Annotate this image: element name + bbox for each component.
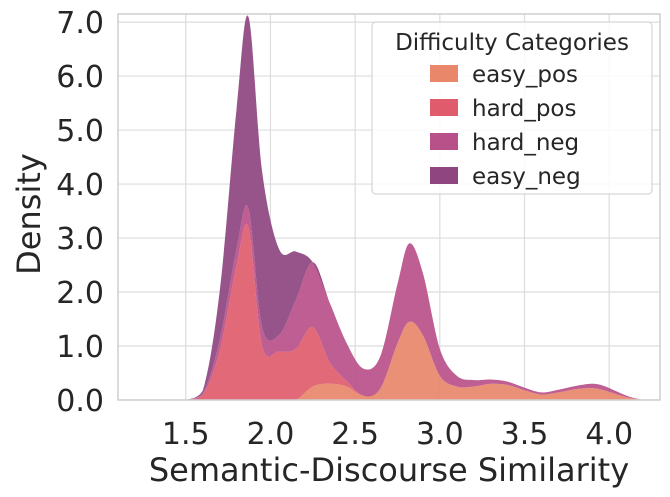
x-axis-ticks: 1.5 2.0 2.5 3.0 3.5 4.0 xyxy=(162,417,633,452)
y-tick-label: 1.0 xyxy=(56,330,104,365)
y-axis-title: Density xyxy=(10,153,48,275)
legend-swatch xyxy=(430,99,458,116)
legend-label: easy_pos xyxy=(472,62,578,88)
x-tick-label: 4.0 xyxy=(585,417,633,452)
plot-frame xyxy=(117,13,661,401)
legend-items: easy_pos hard_pos hard_neg easy_neg xyxy=(430,62,581,190)
x-tick-label: 2.0 xyxy=(247,417,295,452)
y-tick-label: 4.0 xyxy=(56,168,104,203)
legend-swatch xyxy=(430,167,458,184)
x-tick-label: 2.5 xyxy=(331,417,379,452)
legend: Difficulty Categories easy_pos hard_posha… xyxy=(371,21,653,195)
legend-swatch xyxy=(430,65,458,82)
area-easy-pos xyxy=(185,321,644,400)
y-axis-ticks: 0.0 1.0 2.0 3.0 4.0 5.0 6.0 7.0 xyxy=(56,6,104,419)
x-tick-label: 1.5 xyxy=(162,417,210,452)
x-axis-title: Semantic-Discourse Similarity xyxy=(149,451,629,489)
area-hard-pos xyxy=(185,223,644,400)
legend-label: hard_neg xyxy=(472,130,579,156)
y-tick-label: 5.0 xyxy=(56,114,104,149)
legend-label: hard_pos xyxy=(472,96,576,122)
legend-title: Difficulty Categories xyxy=(395,30,629,56)
y-tick-label: 6.0 xyxy=(56,60,104,95)
y-tick-label: 0.0 xyxy=(56,384,104,419)
y-tick-label: 2.0 xyxy=(56,276,104,311)
x-tick-label: 3.5 xyxy=(501,417,549,452)
area-hard-neg xyxy=(185,205,644,400)
legend-swatch xyxy=(430,133,458,150)
y-tick-label: 3.0 xyxy=(56,222,104,257)
stacked-density-areas xyxy=(185,15,644,401)
y-tick-label: 7.0 xyxy=(56,6,104,41)
legend-label: easy_neg xyxy=(472,164,581,190)
x-tick-label: 3.0 xyxy=(416,417,464,452)
